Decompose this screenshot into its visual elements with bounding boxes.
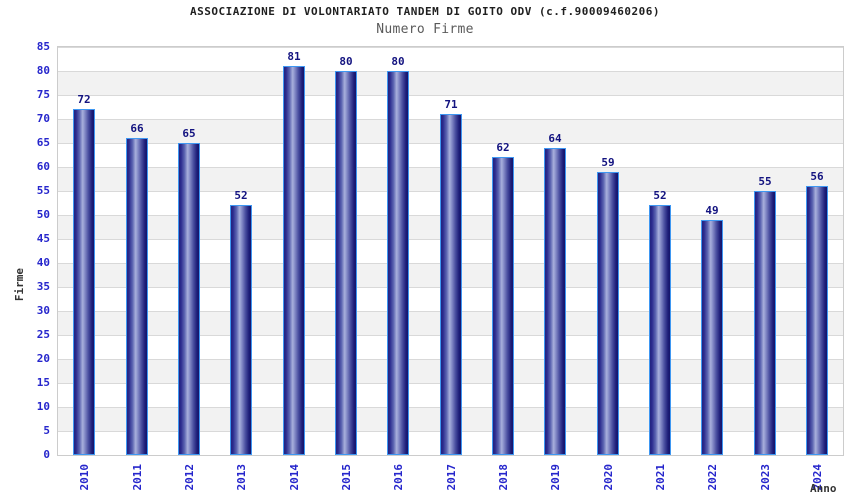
x-tick-label: 2015 — [340, 464, 353, 491]
y-tick-label: 40 — [36, 256, 50, 269]
bar-value-label: 81 — [287, 50, 301, 63]
bar — [440, 114, 462, 455]
x-tick-label: 2018 — [497, 464, 510, 491]
bar-value-label: 52 — [653, 189, 667, 202]
y-tick-label: 85 — [36, 40, 50, 53]
y-tick-label: 15 — [36, 376, 50, 389]
chart-subtitle: Numero Firme — [376, 22, 474, 37]
bar — [701, 220, 723, 455]
chart-title: ASSOCIAZIONE DI VOLONTARIATO TANDEM DI G… — [189, 5, 661, 18]
bar — [544, 148, 566, 455]
bar-value-label: 49 — [705, 204, 719, 217]
bar — [597, 172, 619, 455]
bar-value-label: 65 — [182, 127, 196, 140]
y-tick-label: 35 — [36, 280, 50, 293]
bar-value-label: 52 — [234, 189, 248, 202]
x-tick-label: 2020 — [602, 464, 615, 491]
y-tick-label: 45 — [36, 232, 50, 245]
y-tick-label: 25 — [36, 328, 50, 341]
y-tick-label: 30 — [36, 304, 50, 317]
bar — [73, 109, 95, 455]
y-tick-label: 70 — [36, 112, 50, 125]
bar-value-label: 62 — [496, 141, 510, 154]
bar — [126, 138, 148, 455]
bar — [230, 205, 252, 455]
y-tick-label: 20 — [36, 352, 50, 365]
x-axis-title: Anno — [810, 482, 837, 495]
bar — [387, 71, 409, 455]
bar-value-label: 59 — [601, 156, 615, 169]
x-tick-label: 2022 — [706, 464, 719, 491]
bar — [335, 71, 357, 455]
x-tick-label: 2013 — [235, 464, 248, 491]
bar-value-label: 64 — [548, 132, 562, 145]
x-tick-label: 2019 — [549, 464, 562, 491]
bar — [649, 205, 671, 455]
y-tick-label: 0 — [43, 448, 50, 461]
bar-value-label: 56 — [810, 170, 824, 183]
y-tick-label: 65 — [36, 136, 50, 149]
y-tick-label: 60 — [36, 160, 50, 173]
bar — [806, 186, 828, 455]
y-tick-label: 75 — [36, 88, 50, 101]
bar-value-label: 55 — [758, 175, 772, 188]
y-tick-label: 80 — [36, 64, 50, 77]
bar-value-label: 66 — [130, 122, 144, 135]
bar — [283, 66, 305, 455]
y-tick-label: 10 — [36, 400, 50, 413]
x-tick-label: 2012 — [183, 464, 196, 491]
bar-value-label: 80 — [391, 55, 405, 68]
x-tick-label: 2011 — [131, 464, 144, 491]
bar — [178, 143, 200, 455]
y-axis-title: Firme — [13, 268, 26, 302]
x-tick-label: 2017 — [445, 464, 458, 491]
y-tick-label: 55 — [36, 184, 50, 197]
x-tick-label: 2014 — [288, 464, 301, 491]
x-tick-label: 2010 — [78, 464, 91, 491]
x-tick-label: 2016 — [392, 464, 405, 491]
bar-value-label: 71 — [444, 98, 458, 111]
bar-value-label: 72 — [77, 93, 91, 106]
x-tick-label: 2023 — [759, 464, 772, 491]
y-tick-label: 5 — [43, 424, 50, 437]
bar — [492, 157, 514, 455]
bar-value-label: 80 — [339, 55, 353, 68]
bar — [754, 191, 776, 455]
y-tick-label: 50 — [36, 208, 50, 221]
x-tick-label: 2021 — [654, 464, 667, 491]
